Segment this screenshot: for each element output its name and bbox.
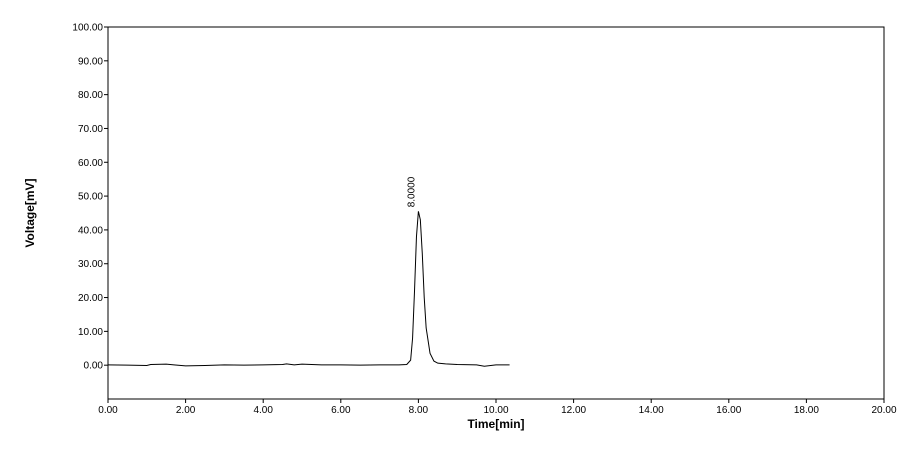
y-tick-label: 0.00 bbox=[84, 361, 104, 372]
y-tick-label: 90.00 bbox=[78, 56, 103, 67]
x-tick-label: 14.00 bbox=[639, 405, 664, 416]
x-tick-label: 10.00 bbox=[483, 405, 508, 416]
y-tick-label: 80.00 bbox=[78, 90, 103, 101]
x-tick-label: 18.00 bbox=[794, 405, 819, 416]
plot-frame bbox=[107, 26, 885, 400]
x-tick-label: 2.00 bbox=[176, 405, 196, 416]
y-tick-label: 30.00 bbox=[78, 259, 103, 270]
y-tick-label: 70.00 bbox=[78, 124, 103, 135]
y-tick-label: 20.00 bbox=[78, 293, 103, 304]
x-tick-label: 4.00 bbox=[253, 405, 273, 416]
x-axis-label: Time[min] bbox=[467, 417, 524, 431]
y-axis-label: Voltage[mV] bbox=[23, 178, 37, 247]
y-tick-label: 50.00 bbox=[78, 192, 103, 203]
x-tick-label: 8.00 bbox=[409, 405, 429, 416]
y-tick-label: 100.00 bbox=[72, 23, 103, 34]
peak-label: 8.0000 bbox=[406, 176, 417, 207]
x-tick-label: 12.00 bbox=[561, 405, 586, 416]
x-tick-label: 6.00 bbox=[331, 405, 351, 416]
x-tick-label: 0.00 bbox=[98, 405, 118, 416]
y-tick-label: 40.00 bbox=[78, 225, 103, 236]
x-tick-label: 16.00 bbox=[716, 405, 741, 416]
x-tick-label: 20.00 bbox=[871, 405, 896, 416]
trace-line bbox=[107, 211, 510, 367]
y-tick-label: 10.00 bbox=[78, 327, 103, 338]
y-tick-label: 60.00 bbox=[78, 158, 103, 169]
